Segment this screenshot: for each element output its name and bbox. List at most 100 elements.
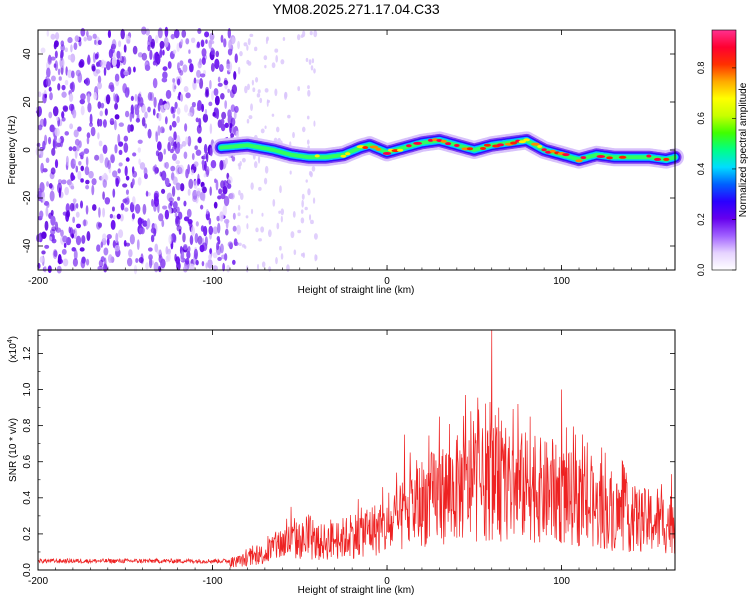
snr-xlabel: Height of straight line (km) [298,585,415,596]
noise-speckle [86,231,91,242]
noise-speckle [139,162,146,170]
noise-speckle [147,44,151,52]
noise-speckle [165,89,172,99]
noise-speckle [87,102,92,113]
noise-speckle [45,78,51,87]
sparse-speckle [309,31,313,36]
noise-speckle [115,59,121,69]
noise-speckle [54,140,58,149]
noise-speckle [50,215,56,226]
ridge-hotspot [496,143,504,147]
noise-speckle [70,44,73,53]
noise-speckle [89,122,93,127]
noise-speckle [169,200,173,207]
noise-speckle [162,66,168,71]
noise-speckle [111,56,117,67]
ridge-hotspot [618,155,627,159]
noise-speckle [91,204,97,211]
x-tick-label: 0 [384,576,390,587]
noise-speckle [74,35,80,42]
sparse-speckle [247,38,251,46]
sparse-speckle [279,185,282,194]
ridge-hotspot [549,149,556,153]
noise-speckle [214,58,220,70]
snr-ticks: -200 -100 0 100 0.0 0.2 0.4 0.6 0.8 1.0 1.2 [22,330,675,587]
noise-speckle [153,196,159,207]
noise-speckle [114,103,118,110]
noise-speckle [102,179,107,188]
noise-speckle [229,123,233,128]
noise-speckle [67,36,73,44]
sparse-speckle [258,238,262,242]
noise-speckle [114,119,117,131]
sparse-speckle [311,58,315,64]
noise-speckle [215,179,219,191]
noise-speckle [190,169,195,176]
noise-speckle [130,95,134,102]
sparse-speckle [260,226,265,233]
sparse-speckle [237,204,241,211]
noise-speckle [215,50,220,58]
sparse-speckle [308,214,312,221]
sparse-speckle [286,264,290,272]
noise-speckle [227,176,233,185]
noise-speckle [145,190,149,197]
noise-speckle [126,35,131,45]
noise-speckle [125,175,130,181]
noise-speckle [62,106,69,113]
ridge-hotspot [340,154,347,158]
noise-speckle [128,249,133,258]
noise-speckle [224,218,230,224]
noise-speckle [145,262,149,270]
noise-speckle [161,77,168,83]
noise-speckle [115,232,119,244]
noise-speckle [102,60,107,66]
noise-speckle [112,215,116,220]
noise-speckle [94,53,99,60]
noise-speckle [185,38,190,45]
x-tick-label: -100 [203,576,223,587]
noise-speckle [193,161,199,168]
noise-speckle [86,35,93,41]
noise-speckle [86,56,91,65]
noise-speckle [50,167,56,175]
sparse-speckle [275,55,278,63]
noise-speckle [209,186,212,196]
ridge-hotspot [369,145,379,149]
noise-speckle [180,183,185,192]
noise-speckle [141,104,146,113]
noise-speckle [199,244,205,253]
noise-speckle [96,244,101,252]
noise-speckle [231,36,236,45]
noise-speckle [212,226,219,235]
noise-speckle [156,249,162,255]
y-tick-label: 1.2 [22,346,33,360]
ridge-hotspot [580,156,587,160]
noise-speckle [105,61,111,71]
noise-speckle [70,174,76,181]
noise-speckle [171,153,177,161]
noise-speckle [81,235,86,244]
noise-speckle [48,182,53,189]
noise-speckle [225,228,229,236]
noise-speckle [183,104,189,113]
noise-speckle [189,234,194,246]
noise-speckle [102,144,108,155]
colorbar-tick-label: 0.8 [696,62,706,75]
ridge-hotspot [382,151,392,155]
noise-speckle [183,265,188,273]
noise-speckle [153,52,159,63]
noise-speckle [104,174,109,181]
sparse-speckle [237,212,241,217]
noise-speckle [85,156,89,167]
noise-speckle [57,138,62,143]
sparse-speckle [315,254,318,261]
noise-speckle [131,178,135,186]
noise-speckle [52,106,59,117]
noise-speckle [60,50,64,58]
noise-speckle [191,101,196,108]
sparse-speckle [276,222,280,230]
noise-speckle [107,29,112,39]
sparse-speckle [241,157,246,163]
noise-speckle [80,178,84,183]
